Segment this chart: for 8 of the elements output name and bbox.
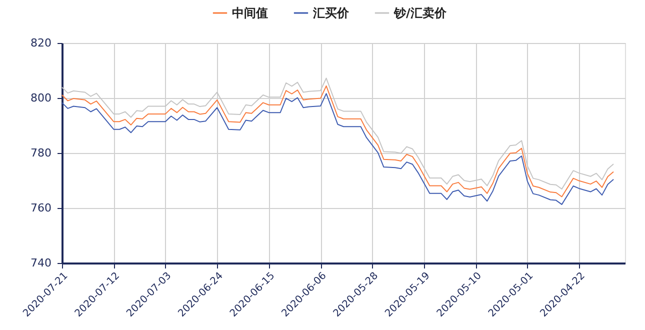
legend-label: 汇买价 xyxy=(312,6,350,20)
legend-label: 钞/汇卖价 xyxy=(393,6,448,20)
y-tick-label: 820 xyxy=(30,36,52,50)
y-tick-label: 760 xyxy=(30,202,52,214)
y-tick-label: 740 xyxy=(30,256,52,270)
y-tick-label: 780 xyxy=(30,146,52,160)
y-tick-label: 800 xyxy=(30,92,52,104)
legend-label: 中间值 xyxy=(232,6,268,20)
